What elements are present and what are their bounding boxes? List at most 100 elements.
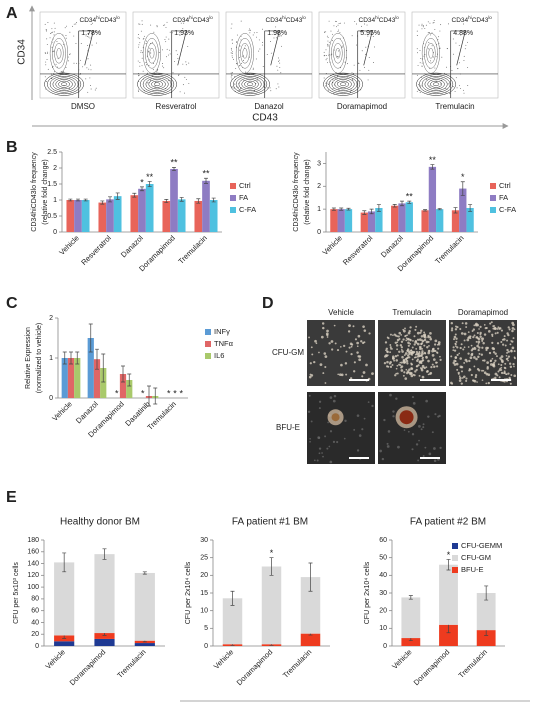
event-dot <box>351 78 353 80</box>
cell <box>352 325 355 328</box>
chart-title: FA patient #2 BM <box>410 517 486 528</box>
event-dot <box>240 62 242 64</box>
gate-label-part: hi <box>96 15 100 20</box>
event-dot <box>138 46 139 48</box>
cell <box>406 348 410 351</box>
significance: ** <box>429 155 437 165</box>
cell <box>390 347 392 350</box>
event-dot <box>332 88 334 89</box>
event-dot <box>175 50 177 52</box>
x-tick-label: Vehicle <box>321 233 344 256</box>
event-dot <box>145 43 147 44</box>
y-axis-label: (relative fold change) <box>304 159 311 224</box>
event-dot <box>259 48 261 50</box>
cell <box>456 346 459 349</box>
bar-segment <box>261 566 282 645</box>
error-bar <box>164 199 169 203</box>
event-dot <box>236 41 238 43</box>
contour <box>337 80 349 88</box>
event-dot <box>141 57 143 59</box>
gate-label-part: CD43 <box>193 17 210 24</box>
event-dot <box>137 89 139 91</box>
bar <box>398 203 406 232</box>
contour <box>137 72 177 96</box>
x-tick-label: Vehicle <box>50 399 73 422</box>
event-dot <box>87 58 89 60</box>
gate-label: CD34hiCD43lo <box>173 15 214 24</box>
cell <box>500 340 503 344</box>
event-dot <box>239 90 241 92</box>
cell <box>428 344 430 347</box>
event-dot <box>146 64 148 66</box>
cell <box>344 419 347 423</box>
bar-segment <box>222 598 243 645</box>
y-axis-label: CD34hiCD43lo frequency <box>31 152 38 232</box>
cell <box>412 339 414 342</box>
cell <box>348 324 351 327</box>
event-dot <box>158 51 160 53</box>
cell <box>477 340 481 344</box>
event-dot <box>335 20 337 22</box>
contour <box>333 43 343 64</box>
cell <box>495 355 498 358</box>
cell <box>468 369 471 372</box>
cell <box>389 393 392 397</box>
cell <box>476 381 478 383</box>
event-dot <box>69 53 71 55</box>
cell <box>350 352 353 356</box>
cell <box>489 359 493 362</box>
error-bar <box>172 167 176 171</box>
event-dot <box>419 92 421 93</box>
contour <box>58 80 70 88</box>
cell <box>500 369 503 371</box>
event-dot <box>270 41 271 43</box>
cell <box>458 379 462 382</box>
event-dot <box>46 58 48 60</box>
event-dot <box>338 29 339 31</box>
event-dot <box>162 24 164 26</box>
event-dot <box>56 41 58 43</box>
cell <box>483 323 486 326</box>
cell <box>353 428 356 431</box>
cell <box>513 356 516 359</box>
event-dot <box>230 27 232 29</box>
event-dot <box>430 34 432 36</box>
cell <box>494 376 497 379</box>
event-dot <box>270 52 272 54</box>
cell <box>473 324 476 327</box>
cell <box>458 375 461 378</box>
cell <box>485 327 488 330</box>
significance: ** <box>170 158 178 168</box>
cell <box>368 332 371 335</box>
y-tick-label: 140 <box>27 560 39 567</box>
y-tick-label: 2 <box>49 315 53 322</box>
gate-label-part: lo <box>209 15 213 20</box>
event-dot <box>427 32 429 34</box>
legend-label: INFγ <box>214 327 230 336</box>
error-bar <box>62 552 67 573</box>
cell <box>510 374 513 377</box>
bar-segment <box>54 641 75 646</box>
contour <box>149 48 155 59</box>
cell <box>505 373 508 376</box>
cell <box>394 341 398 345</box>
cell <box>418 439 420 442</box>
cell <box>505 354 508 357</box>
event-dot <box>448 83 450 85</box>
cell <box>450 355 453 358</box>
cell <box>392 334 394 336</box>
gate-label-part: CD34 <box>266 17 283 24</box>
cell <box>473 365 476 368</box>
legend-swatch <box>205 329 211 335</box>
error-bar <box>376 204 381 212</box>
event-dot <box>139 62 141 64</box>
cell <box>336 349 340 352</box>
cell <box>404 352 408 355</box>
cell <box>399 344 403 347</box>
y-tick-label: 20 <box>379 608 387 615</box>
cell <box>357 355 360 358</box>
y-axis-label: (normalized to vehicle) <box>36 323 43 393</box>
event-dot <box>328 41 330 43</box>
contour <box>230 72 270 96</box>
cell <box>423 338 427 342</box>
